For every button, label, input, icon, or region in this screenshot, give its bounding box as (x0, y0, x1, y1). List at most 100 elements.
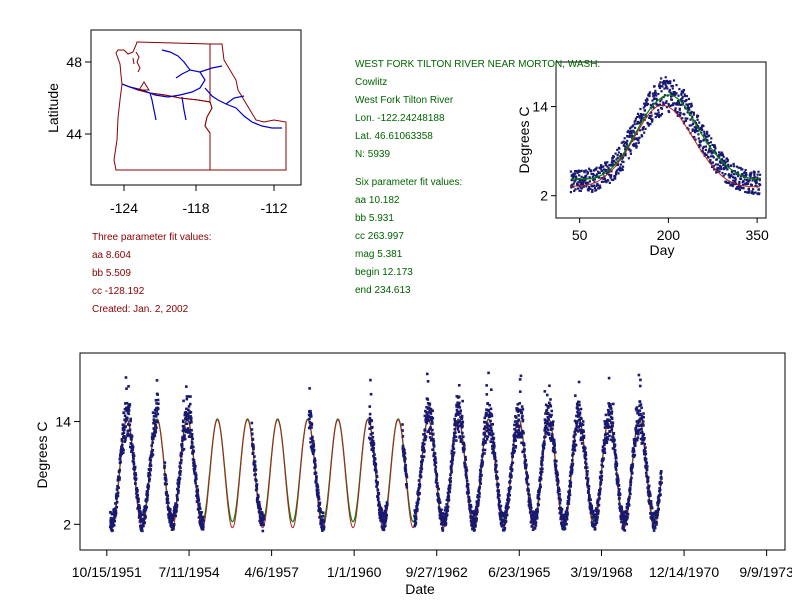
timeseries-point (150, 454, 154, 458)
seasonal-point (662, 82, 665, 85)
timeseries-point (311, 435, 314, 439)
timeseries-point (425, 416, 428, 420)
timeseries-point (254, 473, 257, 476)
timeseries-point (317, 504, 320, 508)
timeseries-point (440, 514, 444, 518)
seasonal-point (652, 95, 655, 98)
seasonal-point (653, 85, 656, 88)
seasonal-point (713, 149, 716, 152)
timeseries-point (553, 459, 557, 463)
timeseries-point (133, 465, 137, 469)
seasonal-point (696, 114, 700, 118)
timeseries-point (180, 443, 184, 447)
timeseries-point (168, 520, 172, 524)
seasonal-point (703, 132, 706, 135)
timeseries-point (316, 488, 320, 492)
timeseries-point (655, 523, 658, 526)
timeseries-point (453, 434, 456, 438)
timeseries-point (436, 485, 440, 488)
seasonal-point (754, 191, 757, 194)
timeseries-point (452, 436, 456, 440)
timeseries-xtick-label: 1/1/1960 (327, 564, 382, 580)
timeseries-point (189, 432, 192, 435)
timeseries-point (539, 485, 542, 489)
timeseries-point (598, 490, 602, 494)
seasonal-point (604, 179, 608, 182)
timeseries-point (637, 429, 640, 433)
seasonal-point (638, 122, 641, 125)
seasonal-point (687, 97, 691, 101)
seasonal-point (576, 171, 579, 175)
seasonal-point (753, 172, 756, 175)
seasonal-point (739, 177, 743, 180)
timeseries-point (250, 421, 254, 425)
timeseries-point (372, 450, 375, 453)
timeseries-point (641, 438, 644, 442)
seasonal-point (683, 120, 686, 123)
timeseries-point (627, 499, 630, 503)
timeseries-point (497, 483, 500, 486)
seasonal-point (754, 178, 757, 181)
timeseries-point (458, 401, 461, 405)
timeseries-point (154, 399, 158, 402)
seasonal-point (733, 170, 736, 173)
timeseries-point (636, 411, 640, 415)
timeseries-point (607, 402, 610, 405)
seasonal-point (666, 87, 669, 90)
timeseries-point (435, 475, 439, 478)
timeseries-point (605, 440, 609, 444)
seasonal-point (658, 83, 661, 86)
seasonal-point (673, 90, 676, 94)
timeseries-point (538, 488, 541, 492)
timeseries-point (168, 518, 171, 522)
timeseries-point (498, 494, 501, 497)
seasonal-point (708, 147, 711, 150)
timeseries-point (643, 442, 647, 446)
timeseries-point (596, 515, 599, 519)
timeseries-point (171, 516, 175, 520)
seasonal-point (616, 154, 619, 157)
timeseries-point (382, 528, 386, 532)
timeseries-point (583, 449, 586, 453)
timeseries-point (597, 503, 601, 507)
timeseries-point (520, 441, 523, 445)
timeseries-point (578, 403, 581, 407)
timeseries-point (515, 425, 519, 428)
timeseries-point (454, 435, 458, 439)
timeseries-point (640, 427, 643, 431)
seasonal-point (738, 188, 741, 192)
seasonal-xtick-200: 200 (657, 227, 681, 243)
seasonal-point (680, 103, 683, 106)
seasonal-point (703, 130, 706, 133)
timeseries-point (110, 523, 113, 527)
timeseries-point (128, 403, 132, 407)
seasonal-point (680, 92, 683, 95)
timeseries-point (607, 409, 611, 413)
timeseries-point (420, 448, 424, 452)
timeseries-point (450, 460, 454, 464)
timeseries-point (414, 521, 418, 525)
seasonal-point (720, 154, 723, 157)
timeseries-point (189, 411, 193, 414)
timeseries-point (146, 483, 150, 486)
timeseries-point (255, 485, 259, 489)
timeseries-point (432, 454, 435, 458)
timeseries-point (491, 444, 494, 448)
timeseries-point (312, 451, 315, 455)
seasonal-point (569, 190, 572, 194)
seasonal-point (709, 141, 712, 144)
timeseries-point (496, 492, 500, 496)
timeseries-xtick-label: 9/9/1973 (739, 564, 792, 580)
timeseries-point (177, 484, 180, 487)
timeseries-point (608, 419, 612, 423)
timeseries-point (634, 407, 638, 411)
timeseries-point (527, 483, 530, 486)
timeseries-point (429, 426, 432, 429)
timeseries-point (123, 402, 127, 405)
timeseries-point (520, 416, 524, 420)
timeseries-point (309, 411, 313, 415)
timeseries-point (656, 512, 659, 515)
timeseries-point (638, 428, 641, 432)
timeseries-point (430, 418, 433, 422)
timeseries-point (485, 408, 488, 411)
